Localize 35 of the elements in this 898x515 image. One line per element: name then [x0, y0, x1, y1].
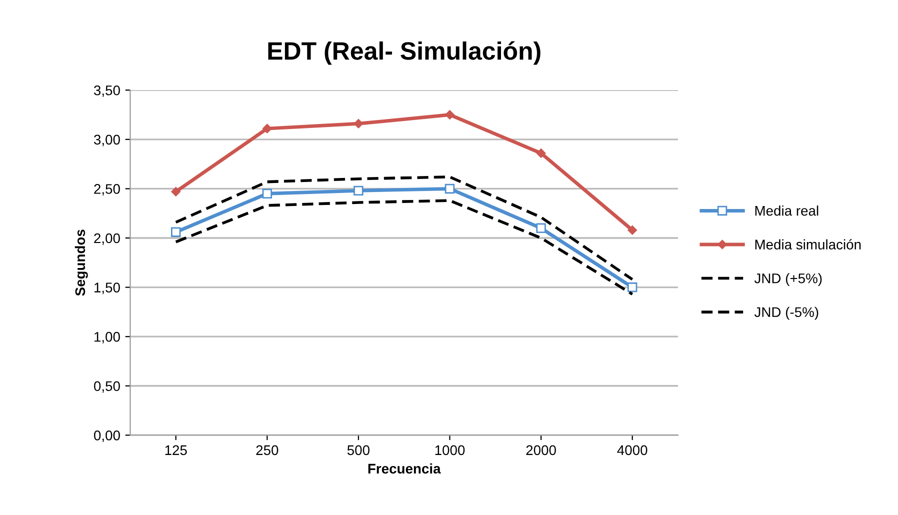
chart-title: EDT (Real- Simulación) [268, 41, 540, 65]
point [262, 188, 272, 198]
point [354, 186, 364, 196]
line-series [174, 175, 634, 281]
point [536, 223, 546, 234]
x-axis-title: Frecuencia [368, 463, 441, 474]
y-tick-label: 0,00 [94, 430, 120, 442]
y-tick-label: 1,00 [94, 332, 120, 344]
legend-label: JND (+5%) [754, 273, 822, 286]
point [354, 119, 364, 128]
y-tick-label: 3,00 [94, 134, 120, 146]
point [627, 282, 638, 292]
x-tick-label: 500 [347, 445, 370, 456]
point [170, 227, 181, 237]
y-tick-label: 0,50 [94, 381, 120, 393]
legend-label: Media real [755, 206, 818, 216]
y-tick-label: 2,50 [94, 184, 120, 196]
x-tick-label: 1000 [435, 445, 465, 456]
point [628, 225, 637, 235]
point [262, 124, 272, 134]
point [444, 184, 455, 194]
legend-label: JND (-5%) [754, 306, 818, 320]
legend-label: Media simulación [755, 239, 861, 250]
y-tick-label: 3,50 [94, 85, 120, 97]
y-tick-label: 1,50 [94, 282, 120, 294]
y-axis-title: Segundos [74, 230, 88, 296]
line-series [174, 199, 634, 296]
x-tick-label: 4000 [617, 445, 648, 456]
x-tick-label: 2000 [526, 445, 556, 456]
x-tick-label: 125 [165, 445, 187, 456]
x-tick-label: 250 [256, 445, 278, 456]
point [536, 148, 546, 158]
point [171, 187, 180, 196]
y-tick-label: 2,00 [94, 233, 120, 245]
point [445, 110, 454, 120]
